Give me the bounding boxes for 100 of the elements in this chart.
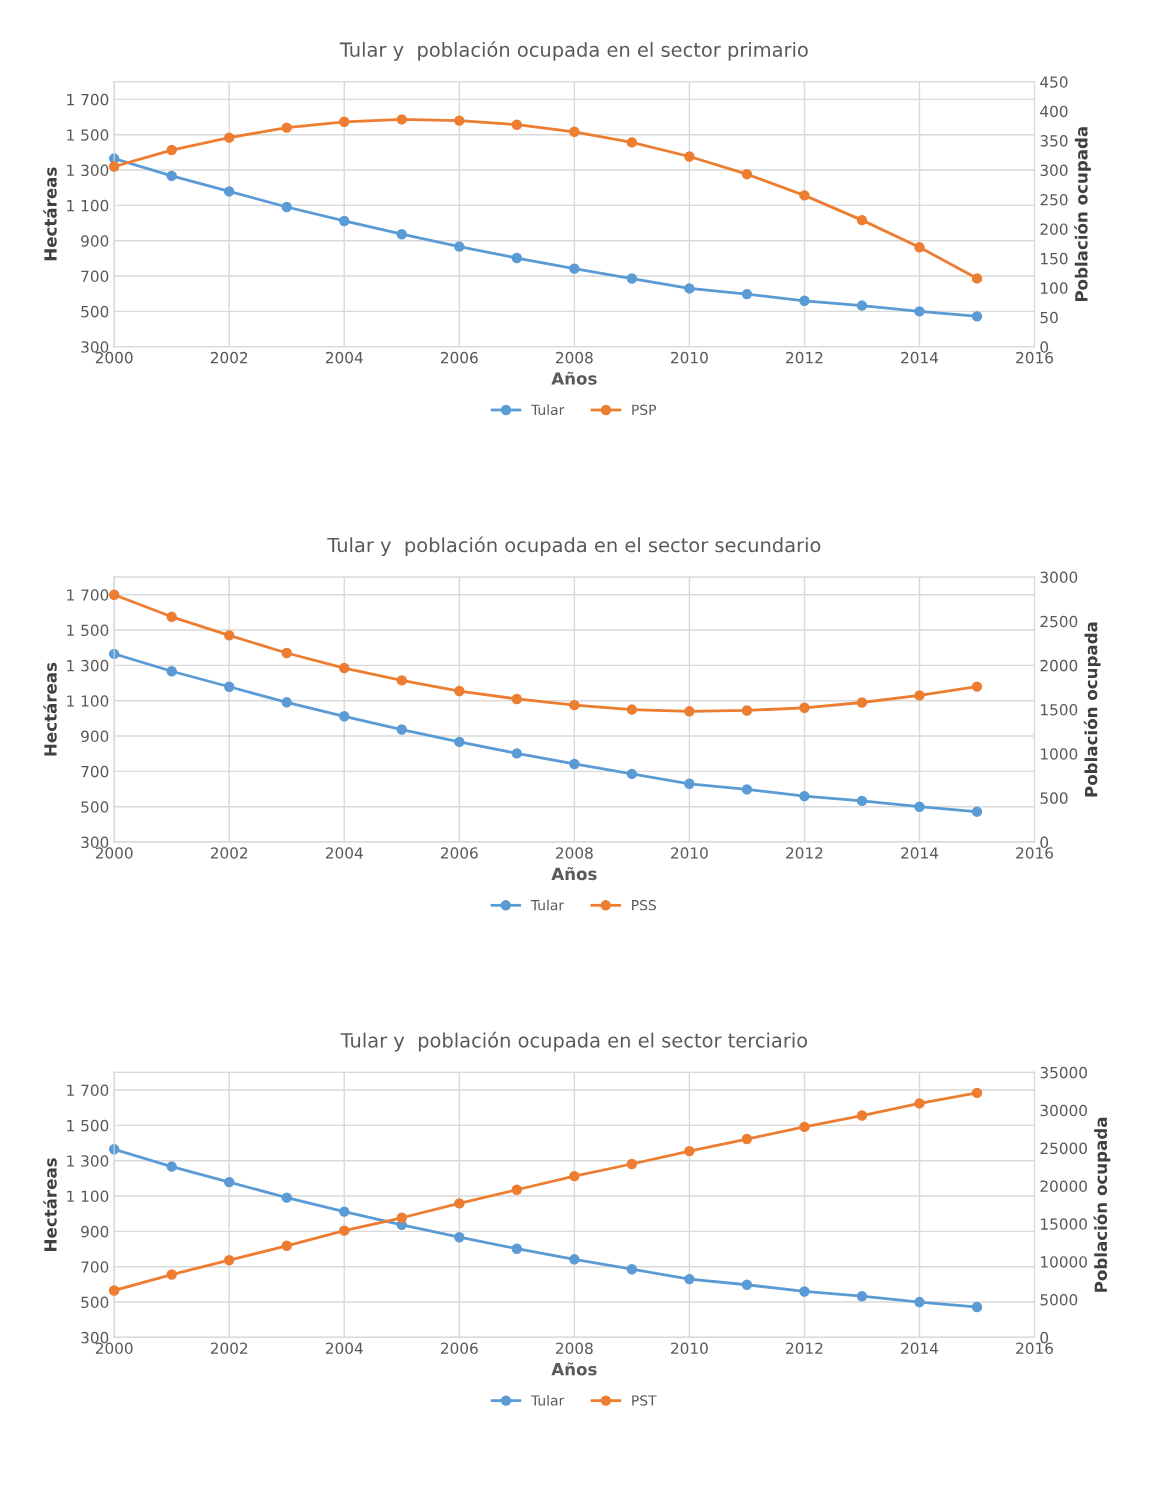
point xyxy=(281,122,292,133)
y-tick-label: 500 xyxy=(81,801,109,813)
x-tick-label: 2016 xyxy=(1016,1342,1053,1355)
point xyxy=(454,1198,465,1209)
point xyxy=(684,1145,695,1157)
point xyxy=(166,170,177,182)
chart-title: Tular y población ocupada en el sector terciario xyxy=(340,1031,808,1052)
point xyxy=(454,115,465,126)
point xyxy=(166,611,177,623)
y2-tick-label: 2500 xyxy=(1040,615,1078,628)
y2-tick-label: 50 xyxy=(1040,311,1058,324)
point xyxy=(684,1273,695,1285)
y-tick-label: 900 xyxy=(81,1225,109,1238)
y-tick-label: 700 xyxy=(81,765,109,778)
point xyxy=(511,1243,523,1254)
point xyxy=(971,311,983,322)
point xyxy=(741,1133,753,1145)
y2-tick-label: 450 xyxy=(1040,76,1068,88)
point xyxy=(741,1279,753,1290)
y-tick-label: 1 100 xyxy=(67,199,109,212)
x-tick-label: 2000 xyxy=(95,1342,133,1355)
point xyxy=(799,790,810,802)
y-tick-label: 700 xyxy=(81,270,109,283)
point xyxy=(569,1254,580,1265)
legend-label: Tular xyxy=(531,404,565,416)
y2-tick-label: 10000 xyxy=(1041,1256,1087,1268)
point xyxy=(339,1206,350,1217)
y-tick-label: 1 100 xyxy=(67,695,109,707)
legend-label: PSS xyxy=(632,899,656,911)
y2-tick-label: 1500 xyxy=(1041,704,1078,716)
y2-tick-label: 15000 xyxy=(1041,1218,1087,1230)
point xyxy=(741,784,753,795)
legend-label: PSP xyxy=(632,404,657,416)
y2-tick-label: 250 xyxy=(1040,193,1068,206)
point xyxy=(856,300,868,311)
point xyxy=(856,214,868,226)
point xyxy=(799,295,810,307)
point xyxy=(166,144,177,156)
x-tick-label: 2016 xyxy=(1016,847,1053,859)
point xyxy=(626,273,638,284)
y2-tick-label: 500 xyxy=(1040,792,1068,804)
point xyxy=(569,126,580,137)
x-tick-label: 2000 xyxy=(95,847,133,859)
y2-tick-label: 35000 xyxy=(1040,1066,1087,1079)
x-tick-label: 2004 xyxy=(325,847,363,859)
point xyxy=(971,273,983,284)
x-axis-title: Años xyxy=(551,866,597,881)
point xyxy=(454,241,465,252)
point xyxy=(626,1263,638,1275)
chart-title: Tular y población ocupada en el sector secundario xyxy=(327,536,821,557)
point xyxy=(281,1240,292,1251)
point xyxy=(856,1110,868,1121)
x-tick-label: 2012 xyxy=(786,1342,823,1355)
point xyxy=(166,666,177,677)
y-tick-label: 1 500 xyxy=(67,1119,109,1132)
x-tick-label: 2000 xyxy=(95,351,133,364)
point xyxy=(856,697,868,708)
point xyxy=(569,699,580,711)
x-tick-label: 2010 xyxy=(671,1342,708,1355)
point xyxy=(914,306,925,317)
y-tick-label: 700 xyxy=(81,1261,109,1273)
y-tick-label: 1 700 xyxy=(67,589,109,601)
y-tick-label: 900 xyxy=(81,730,109,743)
point xyxy=(626,768,638,780)
y-axis-title: Hectáreas xyxy=(43,167,57,261)
point xyxy=(108,161,120,172)
x-tick-label: 2004 xyxy=(325,1342,363,1355)
point xyxy=(971,1087,983,1099)
point xyxy=(339,1225,350,1236)
x-tick-label: 2006 xyxy=(440,351,478,364)
point xyxy=(799,702,810,714)
point xyxy=(511,693,523,705)
y2-tick-label: 1000 xyxy=(1041,748,1078,760)
legend-label: Tular xyxy=(530,899,565,911)
y2-tick-label: 20000 xyxy=(1040,1180,1087,1192)
x-tick-label: 2010 xyxy=(671,847,708,859)
chart-title: Tular y población ocupada en el sector primario xyxy=(339,41,808,61)
point xyxy=(511,252,523,264)
point xyxy=(281,647,292,659)
y-tick-label: 1 100 xyxy=(67,1190,109,1203)
point xyxy=(396,724,407,735)
y-tick-label: 1 300 xyxy=(67,1155,109,1167)
y2-tick-label: 350 xyxy=(1040,135,1068,147)
y2-tick-label: 30000 xyxy=(1040,1104,1087,1117)
x-tick-label: 2002 xyxy=(210,847,248,859)
point xyxy=(224,1176,235,1188)
y-axis-title: Hectáreas xyxy=(43,1158,57,1251)
y-tick-label: 500 xyxy=(81,1296,109,1309)
y-tick-label: 300 xyxy=(81,836,109,849)
point xyxy=(626,1158,638,1170)
y2-axis-title: Población ocupada xyxy=(1093,1117,1111,1292)
y-tick-label: 1 300 xyxy=(67,659,109,672)
y-tick-label: 1 500 xyxy=(67,624,109,637)
y-tick-label: 1 500 xyxy=(67,129,109,141)
y-tick-label: 1 300 xyxy=(67,164,109,177)
point xyxy=(454,685,465,697)
point xyxy=(108,589,120,600)
y2-tick-label: 150 xyxy=(1041,252,1068,265)
point xyxy=(281,201,292,213)
x-tick-label: 2002 xyxy=(210,1342,248,1355)
